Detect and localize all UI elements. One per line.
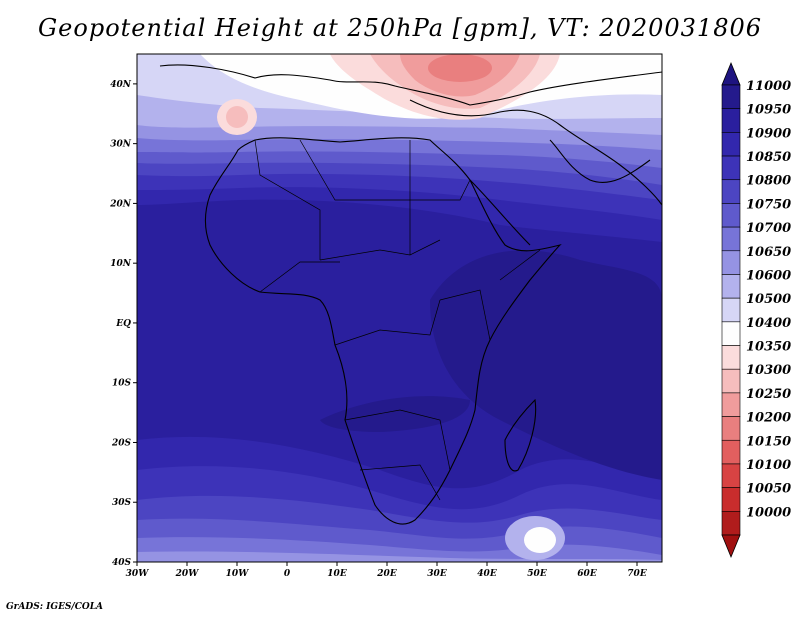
x-tick-label: 40E: [477, 569, 497, 579]
colorbar-swatch: [721, 345, 741, 370]
y-tick-label: 20S: [111, 438, 132, 448]
colorbar-swatch: [721, 392, 741, 417]
colorbar-swatch: [721, 463, 741, 488]
x-tick-label: 20E: [376, 569, 397, 579]
colorbar-swatch: [721, 487, 741, 512]
colorbar-swatch: [721, 108, 741, 133]
colorbar-top-arrow: [721, 61, 741, 86]
colorbar-label: 10500: [746, 292, 791, 307]
y-tick-label: 30N: [110, 140, 132, 150]
colorbar-swatch: [721, 297, 741, 323]
colorbar-swatch: [721, 511, 741, 536]
colorbar-label: 10150: [746, 434, 791, 449]
coastlines: [159, 64, 662, 525]
x-tick-label: 50E: [527, 569, 547, 579]
colorbar: 11000 10950 10900 10850 10800 10750 10700 10650…: [721, 61, 791, 559]
x-tick-label: 10W: [226, 569, 250, 579]
colorbar-label: 10300: [746, 363, 791, 378]
colorbar-swatch: [721, 416, 741, 441]
x-tick-label: 30W: [126, 569, 150, 579]
colorbar-label: 10600: [746, 268, 791, 283]
colorbar-swatch: [721, 179, 741, 204]
x-tick-label: 20W: [175, 569, 200, 579]
colorbar-label: 10350: [746, 340, 791, 355]
colorbar-swatch: [721, 321, 741, 346]
colorbar-label: 10250: [746, 387, 791, 402]
colorbar-swatch: [721, 368, 741, 394]
plot-frame: [136, 53, 663, 563]
colorbar-swatch: [721, 250, 741, 275]
y-tick-label: EQ: [115, 319, 131, 329]
x-tick-label: 0: [284, 569, 291, 579]
colorbar-swatch: [721, 155, 741, 181]
colorbar-swatch: [721, 274, 741, 299]
colorbar-label: 10700: [746, 221, 791, 236]
colorbar-swatch: [721, 439, 741, 465]
colorbar-label: 10050: [746, 482, 791, 497]
colorbar-label: 10900: [746, 126, 791, 141]
colorbar-swatch: [721, 84, 741, 109]
x-tick-label: 70E: [627, 569, 647, 579]
colorbar-label: 10650: [746, 245, 791, 260]
x-tick-label: 30E: [427, 569, 447, 579]
y-tick-label: 10N: [110, 259, 132, 269]
y-tick-label: 40S: [112, 558, 132, 568]
colorbar-label: 10850: [746, 150, 791, 165]
height-field: [137, 54, 662, 562]
x-tick-label: 60E: [577, 569, 597, 579]
colorbar-label: 10200: [746, 411, 791, 426]
colorbar-label: 10800: [746, 174, 791, 189]
colorbar-swatch: [721, 132, 741, 157]
x-tick-label: 10E: [327, 569, 347, 579]
colorbar-bottom-arrow: [721, 534, 741, 559]
colorbar-swatch: [721, 226, 741, 252]
colorbar-label: 10950: [746, 103, 791, 118]
y-tick-label: 10S: [112, 379, 132, 389]
colorbar-label: 10750: [746, 197, 791, 212]
y-tick-label: 20N: [109, 199, 132, 209]
colorbar-label: 10100: [746, 458, 791, 473]
y-tick-label: 40N: [110, 80, 132, 90]
chart-title: Geopotential Height at 250hPa [gpm], VT:…: [38, 14, 762, 42]
colorbar-label: 10000: [746, 505, 791, 520]
y-axis: 40N 30N 20N 10N EQ 10S 20S 30S 40S: [109, 80, 137, 568]
colorbar-label: 10400: [746, 316, 791, 331]
grads-credit: GrADS: IGES/COLA: [6, 602, 104, 612]
x-axis: 30W 20W 10W 0 10E 20E 30E 40E 50E 60E 70E: [126, 562, 647, 579]
y-tick-label: 30S: [112, 498, 132, 508]
colorbar-swatch: [721, 203, 741, 228]
colorbar-label: 11000: [746, 79, 791, 94]
country-borders: [254, 139, 541, 501]
